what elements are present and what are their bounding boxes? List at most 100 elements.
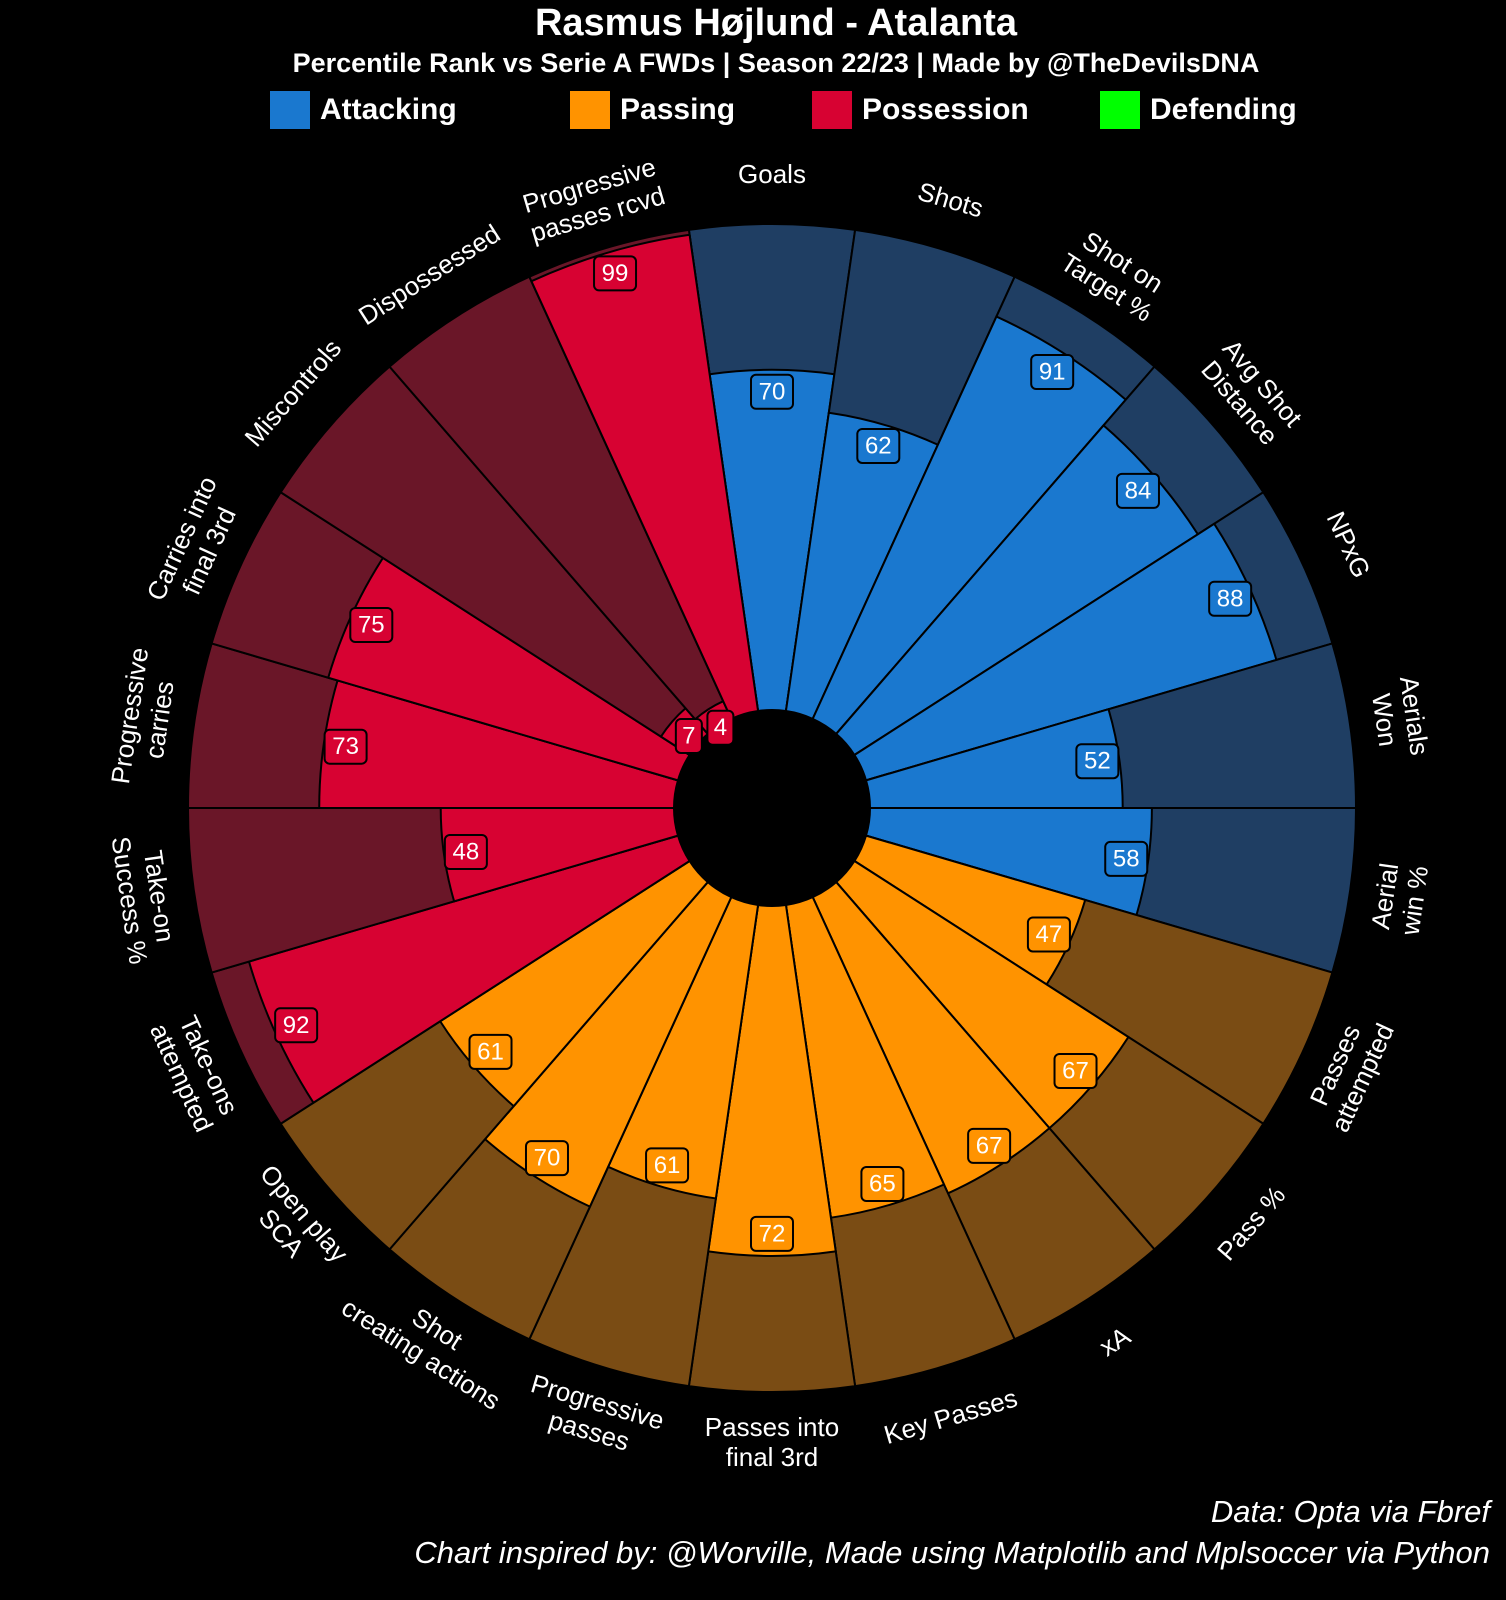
- value-label-progressive-passes: 61: [645, 1147, 690, 1184]
- value-text: 4: [714, 714, 727, 741]
- value-box: [750, 373, 794, 410]
- value-text: 48: [453, 839, 480, 866]
- value-label-progressive-passes-rcvd: 99: [593, 255, 638, 292]
- value-text: 7: [682, 722, 695, 749]
- value-label-xa: 67: [967, 1127, 1012, 1164]
- value-label-key-passes: 65: [860, 1166, 905, 1203]
- value-label-passes-into-final-3rd: 72: [750, 1215, 794, 1252]
- category-label-take-on-success: Take-onSuccess %: [106, 830, 184, 966]
- value-text: 67: [1062, 1058, 1089, 1085]
- value-box: [1026, 916, 1071, 953]
- category-label-aerials-won: AerialsWon: [1364, 674, 1435, 761]
- value-label-carries-into-final-3rd: 75: [349, 607, 394, 644]
- value-box: [593, 255, 638, 292]
- value-box: [750, 1215, 794, 1252]
- value-text: 92: [283, 1012, 310, 1039]
- value-label-shots: 62: [856, 427, 901, 464]
- value-label-goals: 70: [750, 373, 794, 410]
- legend-label-possession: Possession: [862, 93, 1029, 126]
- value-text: 84: [1125, 477, 1152, 504]
- category-label-goals: Goals: [738, 159, 806, 189]
- value-text: 65: [869, 1171, 896, 1198]
- value-text: 73: [332, 733, 359, 760]
- value-box: [1208, 580, 1253, 617]
- footer-data-source: Data: Opta via Fbref: [1210, 1494, 1490, 1529]
- value-text: 88: [1217, 585, 1244, 612]
- value-box: [856, 427, 901, 464]
- value-box: [1104, 840, 1149, 877]
- value-label-aerials-won: 52: [1075, 743, 1120, 780]
- value-text: 61: [477, 1038, 504, 1065]
- chart-subtitle: Percentile Rank vs Serie A FWDs | Season…: [292, 48, 1260, 78]
- value-label-open-play-sca: 61: [468, 1033, 513, 1070]
- value-text: 47: [1036, 921, 1063, 948]
- slice-bar-carries-into-final-3rd: [326, 556, 691, 782]
- legend-item-passing: Passing: [570, 88, 735, 132]
- slice-bar-npxg: [853, 522, 1278, 782]
- value-text: 52: [1084, 748, 1111, 775]
- value-text: 62: [865, 432, 892, 459]
- category-label-progressive-carries: Progressivecarries: [105, 646, 184, 790]
- category-label-progressive-passes-rcvd: Progressivepasses rcvd: [518, 151, 668, 248]
- value-box: [1030, 354, 1075, 391]
- value-text: 91: [1039, 359, 1066, 386]
- value-box: [645, 1147, 690, 1184]
- value-label-npxg: 88: [1208, 580, 1253, 617]
- value-box: [1115, 472, 1160, 509]
- value-text: 99: [602, 260, 629, 287]
- legend-swatch-possession: [812, 91, 852, 129]
- value-box: [443, 834, 488, 871]
- value-text: 72: [759, 1220, 786, 1247]
- value-box: [1053, 1053, 1098, 1090]
- category-label-progressive-passes: Progressivepasses: [519, 1368, 668, 1464]
- value-box: [706, 709, 735, 746]
- legend-label-attacking: Attacking: [320, 93, 457, 126]
- value-text: 58: [1113, 845, 1140, 872]
- slice-bar-passes-into-final-3rd: [707, 903, 837, 1257]
- value-label-pass: 67: [1053, 1053, 1098, 1090]
- value-text: 75: [358, 612, 385, 639]
- category-label-aerial-win: Aerialwin %: [1365, 860, 1434, 938]
- value-box: [967, 1127, 1012, 1164]
- value-box: [274, 1007, 319, 1044]
- legend-swatch-attacking: [270, 91, 310, 129]
- value-box: [323, 728, 368, 765]
- value-label-shot-on-target: 91: [1030, 354, 1075, 391]
- value-label-take-on-success: 48: [443, 834, 488, 871]
- value-text: 70: [759, 378, 786, 405]
- legend-label-passing: Passing: [620, 93, 736, 126]
- value-label-dispossessed: 4: [706, 709, 735, 746]
- value-text: 67: [976, 1132, 1003, 1159]
- center-hole: [674, 710, 870, 906]
- category-label-npxg: NPxG: [1321, 507, 1377, 583]
- value-label-miscontrols: 7: [674, 717, 703, 754]
- value-label-take-ons-attempted: 92: [274, 1007, 319, 1044]
- value-label-avg-shot-distance: 84: [1115, 472, 1160, 509]
- legend-item-attacking: Attacking: [270, 88, 457, 132]
- value-box: [468, 1033, 513, 1070]
- legend-swatch-passing: [570, 91, 610, 129]
- value-box: [1075, 743, 1120, 780]
- value-label-passes-attempted: 47: [1026, 916, 1071, 953]
- value-label-shot-creating-actions: 70: [524, 1140, 569, 1177]
- value-text: 70: [534, 1145, 561, 1172]
- footer-credits: Chart inspired by: @Worville, Made using…: [414, 1535, 1490, 1570]
- category-label-key-passes: Key Passes: [881, 1383, 1021, 1450]
- chart-title: Rasmus Højlund - Atalanta: [534, 2, 1018, 44]
- legend-item-possession: Possession: [812, 88, 1029, 132]
- value-box: [674, 717, 703, 754]
- category-label-shots: Shots: [914, 176, 986, 224]
- value-box: [860, 1166, 905, 1203]
- legend-item-defending: Defending: [1100, 88, 1297, 132]
- category-label-passes-into-final-3rd: Passes into final 3rd: [705, 1412, 839, 1472]
- value-text: 61: [654, 1152, 681, 1179]
- legend-swatch-defending: [1100, 91, 1140, 129]
- slice-bar-goals: [708, 368, 836, 713]
- value-label-progressive-carries: 73: [323, 728, 368, 765]
- category-label-pass: Pass %: [1211, 1180, 1291, 1266]
- category-label-xa: xA: [1094, 1320, 1136, 1362]
- value-box: [349, 607, 394, 644]
- value-box: [524, 1140, 569, 1177]
- value-label-aerial-win: 58: [1104, 840, 1149, 877]
